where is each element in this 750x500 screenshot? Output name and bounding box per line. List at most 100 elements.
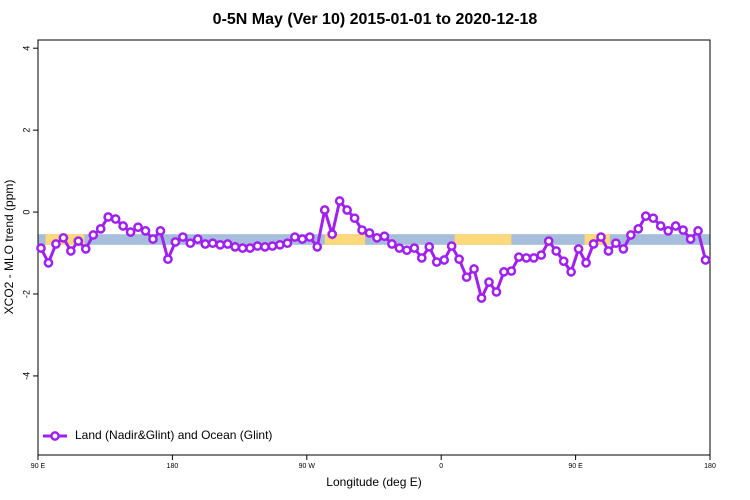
data-point <box>439 255 450 265</box>
data-point <box>551 246 562 256</box>
chart-title: 0-5N May (Ver 10) 2015-01-01 to 2020-12-… <box>213 11 538 28</box>
data-point <box>66 246 76 256</box>
data-point <box>334 196 345 206</box>
x-tick-label: 180 <box>167 463 179 470</box>
data-point <box>364 228 375 238</box>
x-tick-label: 90 W <box>299 463 316 470</box>
data-point <box>140 226 151 236</box>
data-point <box>200 239 211 249</box>
data-point <box>372 233 382 243</box>
data-point <box>663 226 674 236</box>
data-point <box>655 221 666 231</box>
data-point <box>118 221 128 231</box>
data-point <box>95 224 106 234</box>
data-point <box>536 250 547 260</box>
data-point <box>693 226 703 236</box>
data-point <box>245 243 255 253</box>
data-point <box>36 243 46 253</box>
data-point <box>596 232 606 242</box>
data-point <box>491 287 502 297</box>
data-point <box>342 205 352 215</box>
x-tick-label: 90 E <box>31 463 46 470</box>
data-point <box>521 253 532 263</box>
data-point <box>379 231 390 242</box>
legend-label: Land (Nadir&Glint) and Ocean (Glint) <box>75 428 272 442</box>
data-point <box>514 252 524 262</box>
data-point <box>633 224 644 234</box>
data-point <box>506 266 517 276</box>
y-tick-label: 2 <box>21 128 31 133</box>
x-axis-label: Longitude (deg E) <box>326 475 421 489</box>
data-point <box>80 244 91 254</box>
y-axis-label: XCO2 - MLO trend (ppm) <box>2 180 16 315</box>
data-point <box>349 213 360 224</box>
surface-band <box>454 234 512 245</box>
data-point <box>626 230 636 240</box>
x-tick-label: 0 <box>439 463 443 470</box>
data-point <box>290 232 300 242</box>
data-point <box>648 213 659 224</box>
y-tick-label: 0 <box>21 210 31 215</box>
data-point <box>670 221 681 231</box>
data-point <box>611 238 621 249</box>
data-point <box>573 244 584 254</box>
data-point <box>484 277 494 287</box>
data-point <box>581 258 591 268</box>
data-point <box>678 225 688 235</box>
data-point <box>700 255 711 265</box>
data-point <box>282 238 293 249</box>
data-point <box>558 256 569 267</box>
y-tick-label: 4 <box>21 46 31 51</box>
data-point <box>73 236 84 247</box>
data-point <box>148 234 158 244</box>
data-point <box>499 267 509 277</box>
data-point <box>424 242 435 252</box>
legend-marker <box>50 431 60 441</box>
data-point <box>566 267 576 277</box>
x-tick-label: 180 <box>704 463 716 470</box>
data-point <box>43 258 54 268</box>
x-tick-label: 90 E <box>568 463 583 470</box>
data-point <box>387 239 397 249</box>
data-point <box>685 234 696 244</box>
data-point <box>58 233 69 243</box>
data-point <box>588 239 599 249</box>
data-point <box>125 227 136 237</box>
data-point <box>319 205 330 215</box>
data-point <box>618 244 629 254</box>
data-point <box>185 238 196 249</box>
data-point <box>543 236 554 247</box>
data-point <box>260 242 270 252</box>
data-point <box>304 232 315 242</box>
data-point <box>394 243 405 253</box>
data-point <box>603 246 614 256</box>
surface-band <box>324 234 366 245</box>
data-point <box>476 293 487 303</box>
data-point <box>222 239 233 249</box>
data-point <box>155 226 166 236</box>
data-point <box>275 239 285 250</box>
data-point <box>357 225 367 235</box>
data-point <box>640 211 651 222</box>
data-point <box>192 234 203 244</box>
data-point <box>237 243 248 253</box>
data-point <box>252 241 263 251</box>
data-point <box>416 253 427 263</box>
data-point <box>267 241 278 251</box>
data-point <box>446 241 457 251</box>
data-point <box>178 232 188 242</box>
data-point <box>327 229 338 240</box>
data-point <box>409 243 420 253</box>
y-tick-label: -2 <box>21 290 31 298</box>
data-point <box>297 234 308 244</box>
data-point <box>88 230 99 240</box>
data-point <box>431 257 442 267</box>
data-point <box>207 238 218 249</box>
data-point <box>103 212 114 222</box>
data-point <box>454 254 464 265</box>
data-point <box>312 242 323 252</box>
data-point <box>461 272 472 283</box>
data-point <box>215 239 226 250</box>
data-point <box>110 214 121 224</box>
